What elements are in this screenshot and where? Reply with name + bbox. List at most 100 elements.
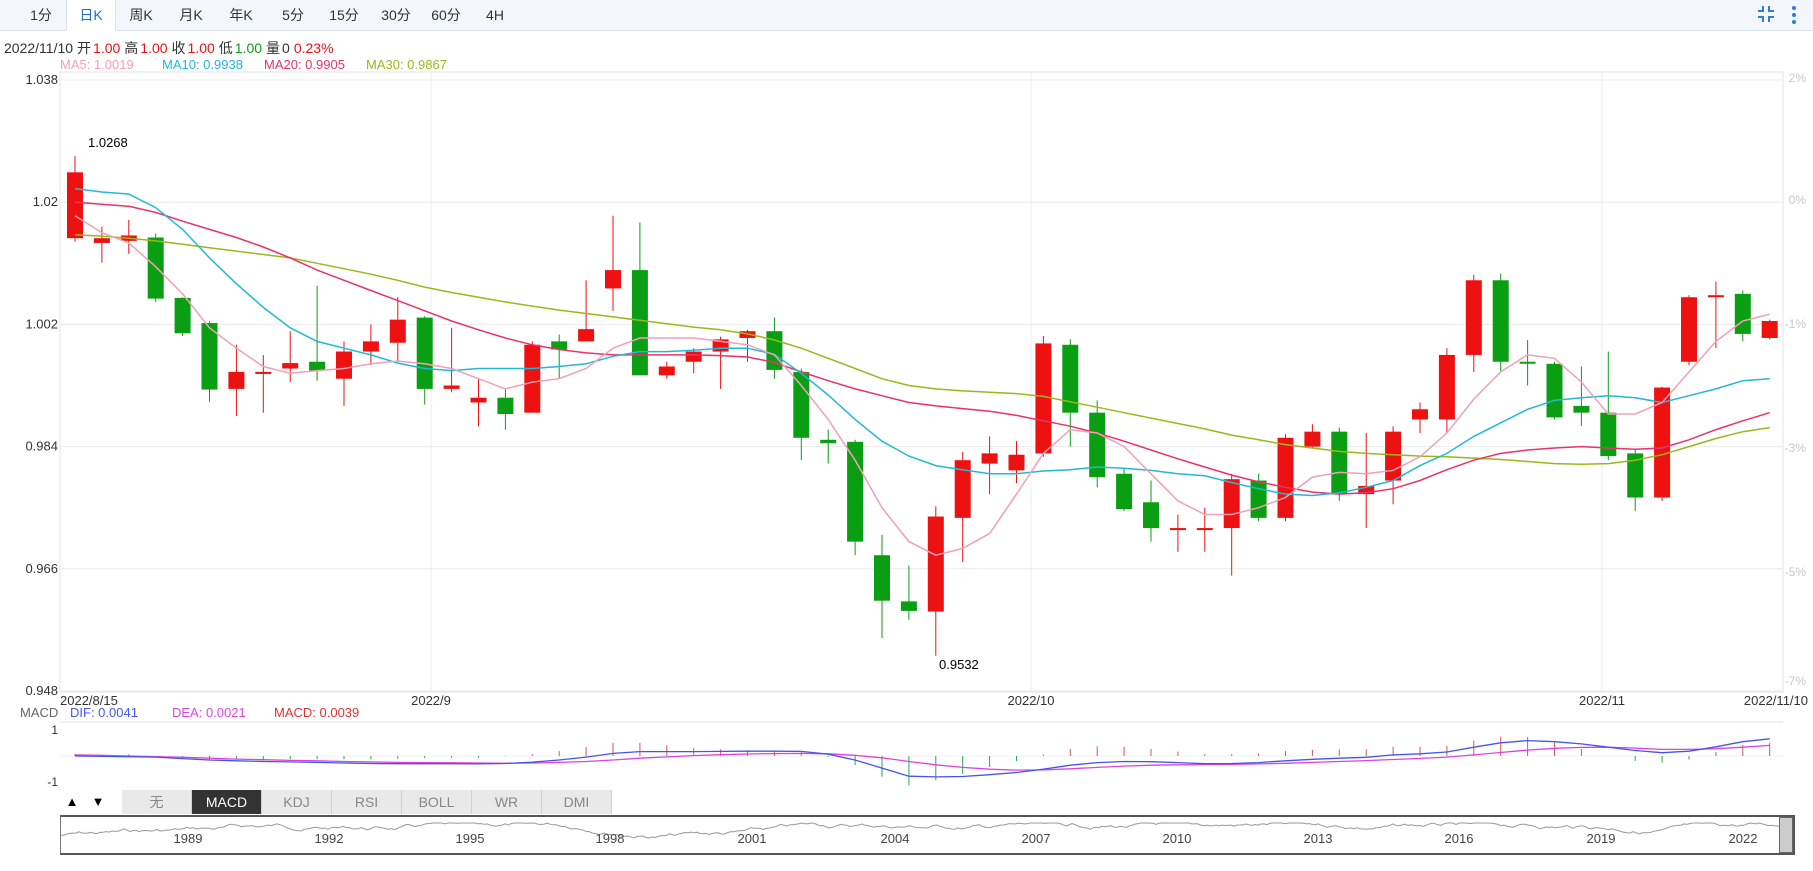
arrow-down-icon[interactable]: ▼ <box>91 794 105 809</box>
x-axis-label: 2022/8/15 <box>60 693 118 708</box>
candle-body <box>1358 485 1375 495</box>
x-axis-label: 2022/11 <box>1579 693 1625 708</box>
tab-indicator-rsi[interactable]: RSI <box>332 790 402 814</box>
y-axis-percent-label: -7% <box>1785 674 1807 688</box>
candle-body <box>954 460 971 518</box>
candle-body <box>201 323 218 390</box>
navigator-year-label: 1998 <box>595 831 625 846</box>
navigator-year-label: 2016 <box>1444 831 1474 846</box>
candle-body <box>900 601 917 611</box>
candle-body <box>1035 343 1052 454</box>
candle-body <box>578 329 595 342</box>
ma30-legend: MA30: 0.9867 <box>366 57 447 72</box>
candle-body <box>309 361 326 371</box>
tab-60min[interactable]: 60分 <box>431 7 461 23</box>
candle-body <box>67 172 83 239</box>
y-axis-label: 0.948 <box>25 683 58 698</box>
candle-body <box>874 555 890 601</box>
tab-indicator-none[interactable]: 无 <box>122 790 192 814</box>
ma10-legend: MA10: 0.9938 <box>162 57 243 72</box>
tab-1min[interactable]: 1分 <box>30 7 52 23</box>
info-high-label: 高 <box>124 40 139 56</box>
timeframe-tabbar: 1分 日K 周K 月K 年K 5分 15分 30分 60分 4H <box>0 0 1813 31</box>
tab-indicator-wr[interactable]: WR <box>472 790 542 814</box>
info-date: 2022/11/10 <box>4 40 74 56</box>
candle-body <box>497 397 514 415</box>
tab-15min[interactable]: 15分 <box>329 7 359 23</box>
candle-body <box>1707 295 1724 298</box>
y-axis-label: 0.966 <box>25 561 58 576</box>
candle-body <box>443 385 460 389</box>
y-axis-percent-label: -5% <box>1785 565 1807 579</box>
tab-yearly-k[interactable]: 年K <box>229 7 253 23</box>
candle-body <box>551 341 568 350</box>
candle-body <box>1681 297 1697 362</box>
info-low: 1.00 <box>234 40 263 56</box>
macd-dea-line <box>74 744 1770 771</box>
navigator-year-label: 1992 <box>314 831 344 846</box>
tab-monthly-k[interactable]: 月K <box>179 7 203 23</box>
y-axis-label: 1.02 <box>33 194 58 209</box>
candle-body <box>389 319 406 343</box>
navigator-year-label: 2010 <box>1162 831 1192 846</box>
candle-body <box>147 237 164 299</box>
navigator-year-label: 2007 <box>1021 831 1051 846</box>
navigator-year-label: 1989 <box>173 831 203 846</box>
candle-body <box>1116 473 1133 510</box>
info-open-label: 开 <box>77 40 92 56</box>
range-navigator[interactable]: 1989 1992 1995 1998 2001 2004 2007 2010 2013 2016… <box>60 815 1795 855</box>
candle-body <box>1089 412 1106 478</box>
candle-body <box>1761 321 1778 338</box>
tab-daily-k[interactable]: 日K <box>66 0 116 31</box>
more-vertical-icon[interactable] <box>1790 4 1798 31</box>
kline-chart[interactable]: 1.038 1.02 1.002 0.984 0.966 0.948 2% 0% -1% -3% -… <box>0 68 1813 790</box>
navigator-year-label: 1995 <box>455 831 485 846</box>
macd-dif-label: DIF: 0.0041 <box>70 705 138 720</box>
min-price-annotation: 0.9532 <box>939 657 979 672</box>
candle-body <box>1627 453 1644 498</box>
arrow-up-icon[interactable]: ▲ <box>65 794 79 809</box>
candle-body <box>1008 454 1025 471</box>
tab-4h[interactable]: 4H <box>486 7 504 23</box>
candle-body <box>1600 412 1617 457</box>
macd-value-label: MACD: 0.0039 <box>274 705 359 720</box>
navigator-year-label: 2013 <box>1303 831 1333 846</box>
ma10-line <box>74 187 1770 497</box>
tab-indicator-boll[interactable]: BOLL <box>402 790 472 814</box>
candle-body <box>1277 437 1294 518</box>
main-plot-frame <box>59 71 1784 693</box>
candle-body <box>1062 344 1079 413</box>
candle-body <box>524 344 541 413</box>
y-axis-label: 0.984 <box>25 439 58 454</box>
macd-dif-line <box>74 738 1770 778</box>
candle-body <box>1223 479 1240 529</box>
tab-weekly-k[interactable]: 周K <box>129 7 153 23</box>
info-change: 0.23% <box>293 40 334 56</box>
tab-30min[interactable]: 30分 <box>381 7 411 23</box>
navigator-handle[interactable] <box>1779 817 1793 853</box>
ma5-line <box>74 215 1770 556</box>
collapse-icon[interactable] <box>1756 4 1776 29</box>
navigator-year-label: 2022 <box>1728 831 1758 846</box>
ma20-legend: MA20: 0.9905 <box>264 57 345 72</box>
candle-body <box>1546 363 1563 418</box>
info-open: 1.00 <box>93 40 121 56</box>
candle-body <box>1492 280 1509 362</box>
tab-indicator-macd[interactable]: MACD <box>192 790 262 814</box>
candle-body <box>1331 431 1348 495</box>
info-high: 1.00 <box>140 40 168 56</box>
tab-5min[interactable]: 5分 <box>282 7 304 23</box>
candle-body <box>1734 293 1751 334</box>
tab-indicator-kdj[interactable]: KDJ <box>262 790 332 814</box>
info-close: 1.00 <box>187 40 215 56</box>
candle-body <box>1438 354 1455 420</box>
y-axis-percent-label: -1% <box>1785 317 1807 331</box>
candle-body <box>685 351 702 362</box>
candle-body <box>847 441 864 542</box>
tab-indicator-dmi[interactable]: DMI <box>542 790 612 814</box>
x-axis-label: 2022/11/10 <box>1744 693 1808 708</box>
candle-body <box>362 341 379 352</box>
max-price-annotation: 1.0268 <box>88 135 128 150</box>
candle-body <box>1412 409 1428 420</box>
info-vol-label: 量 <box>266 40 281 56</box>
